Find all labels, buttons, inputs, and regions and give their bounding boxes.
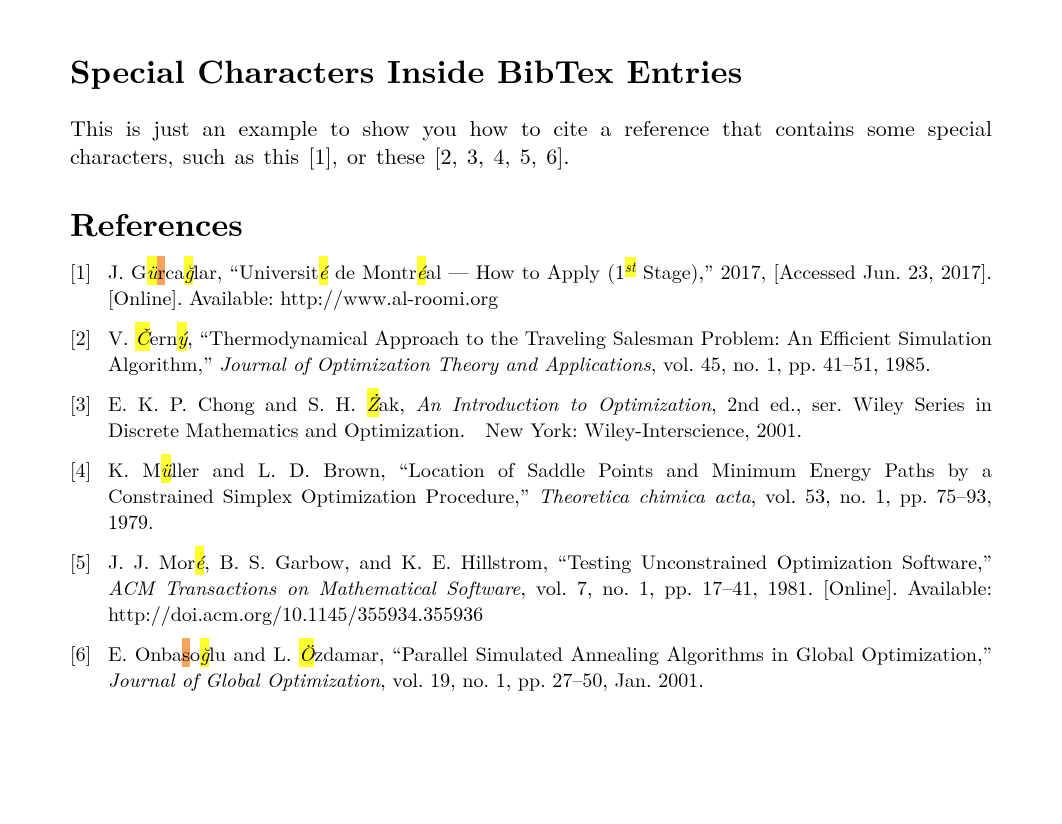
ref-text: , vol. 45, no. 1, pp. 41–51, 1985. [651,348,931,377]
cite-2-6: 2, 3, 4, 5, 6 [440,140,557,171]
highlight-char: Ö [299,638,314,667]
ref-text: , B. S. Garbow, and K. E. Hillstrom, “Te… [204,546,992,575]
reference-item: E. Onbasoğlu and L. Özdamar, “Parallel S… [70,640,992,692]
intro-text-b: ], or these [ [325,140,440,171]
highlight-char: Ż [367,388,379,417]
ref-text: zdamar, “Parallel Simulated Annealing Al… [314,638,992,667]
ref-text: ak, [379,388,416,417]
journal-title: Theoretica chimica acta [538,480,750,509]
ref-text: al — How to Apply (1 [426,256,625,285]
reference-item: J. Gürcağlar, “Université de Montréal — … [70,258,992,310]
cite-1: 1 [314,140,325,171]
intro-paragraph: This is just an example to show you how … [70,114,992,171]
references-list: J. Gürcağlar, “Université de Montréal — … [70,258,992,692]
ref-text: J. J. Mor [108,546,195,575]
reference-item: E. K. P. Chong and S. H. Żak, An Introdu… [70,390,992,442]
highlight-char: ğ [200,638,209,667]
reference-item: J. J. Moré, B. S. Garbow, and K. E. Hill… [70,548,992,626]
highlight-char: ü [147,256,158,285]
ref-text: ern [150,322,178,351]
ref-text: o [190,638,200,667]
ref-text: J. G [108,256,147,285]
ref-text: de Montr [328,256,417,285]
highlight-char: é [319,256,328,285]
references-heading: References [70,203,992,245]
ref-text: lar, “Universit [193,256,318,285]
journal-title: ACM Transactions on Mathematical Softwar… [108,572,520,601]
highlight-char: é [195,546,204,575]
reference-item: V. Černý, “Thermodynamical Approach to t… [70,324,992,376]
book-title: An Introduction to Optimization [416,388,712,417]
page-title: Special Characters Inside BibTex Entries [70,50,992,92]
highlight-sup: st [625,257,636,277]
ref-text: K. M [108,454,161,483]
highlight-char: ý [177,322,187,351]
ref-text: ca [165,256,184,285]
ref-text: E. Onba [108,638,182,667]
ref-text: V. [108,322,135,351]
reference-item: K. Müller and L. D. Brown, “Location of … [70,456,992,534]
ref-text: E. K. P. Chong and S. H. [108,388,367,417]
highlight-char: Č [135,322,149,351]
journal-title: Journal of Global Optimization [108,664,380,693]
ref-text: lu and L. [209,638,299,667]
highlight-char: s [182,638,190,667]
highlight-char: ü [161,454,172,483]
highlight-char: é [417,256,426,285]
intro-text-c: ]. [557,140,569,171]
ref-text: , vol. 19, no. 1, pp. 27–50, Jan. 2001. [380,664,704,693]
journal-title: Journal of Optimization Theory and Appli… [219,348,651,377]
